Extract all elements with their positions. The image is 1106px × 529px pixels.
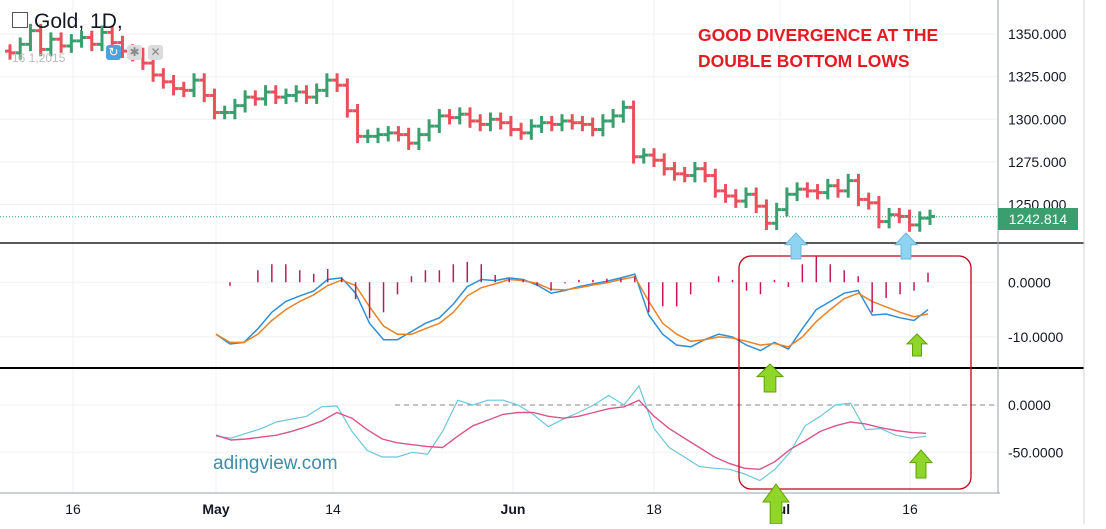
green-up-arrow xyxy=(755,363,785,393)
green-up-arrow xyxy=(905,333,929,357)
symbol-title: Gold, 1D, xyxy=(34,10,123,33)
annotation-line-1: GOOD DIVERGENCE AT THE xyxy=(698,25,939,45)
oscillator-tick-label: -50.0000 xyxy=(1008,444,1063,460)
close-icon[interactable]: ✕ xyxy=(148,45,163,60)
price-tick-label: 1275.000 xyxy=(1008,154,1067,170)
refresh-icon[interactable]: ↻ xyxy=(106,45,121,60)
time-tick-label: 16 xyxy=(902,501,918,517)
time-tick-label: 14 xyxy=(325,501,341,517)
ohlc-fragment: 16 1,2015 xyxy=(12,51,66,65)
oscillator-fast-line xyxy=(215,384,927,482)
settings-icon[interactable]: ✱ xyxy=(127,45,142,60)
signal-line xyxy=(215,275,929,348)
blue-up-arrow xyxy=(783,232,809,260)
collapse-icon[interactable] xyxy=(12,12,28,29)
price-tick-label: 1325.000 xyxy=(1008,69,1067,85)
time-tick-label: 18 xyxy=(646,501,662,517)
time-tick-label: May xyxy=(202,501,229,517)
last-price-label: 1242.814 xyxy=(998,208,1078,230)
oscillator-tick-label: 0.0000 xyxy=(1008,397,1051,413)
time-tick-label: 16 xyxy=(65,501,81,517)
annotation-line-2: DOUBLE BOTTOM LOWS xyxy=(698,51,910,71)
watermark: adingview.com xyxy=(213,453,338,474)
price-tick-label: 1350.000 xyxy=(1008,26,1067,42)
macd-tick-label: -10.0000 xyxy=(1008,329,1063,345)
price-tick-label: 1300.000 xyxy=(1008,111,1067,127)
chart-title: Gold, 1D, xyxy=(12,10,123,34)
divergence-box xyxy=(738,255,972,490)
blue-up-arrow xyxy=(893,232,919,260)
time-tick-label: Jun xyxy=(501,501,526,517)
oscillator-slow-line xyxy=(215,399,927,471)
macd-line xyxy=(215,273,929,352)
green-up-arrow xyxy=(908,449,934,479)
macd-tick-label: 0.0000 xyxy=(1008,274,1051,290)
legend-icons: ↻ ✱ ✕ xyxy=(106,45,163,60)
divergence-annotation: GOOD DIVERGENCE AT THE DOUBLE BOTTOM LOW… xyxy=(698,22,938,74)
